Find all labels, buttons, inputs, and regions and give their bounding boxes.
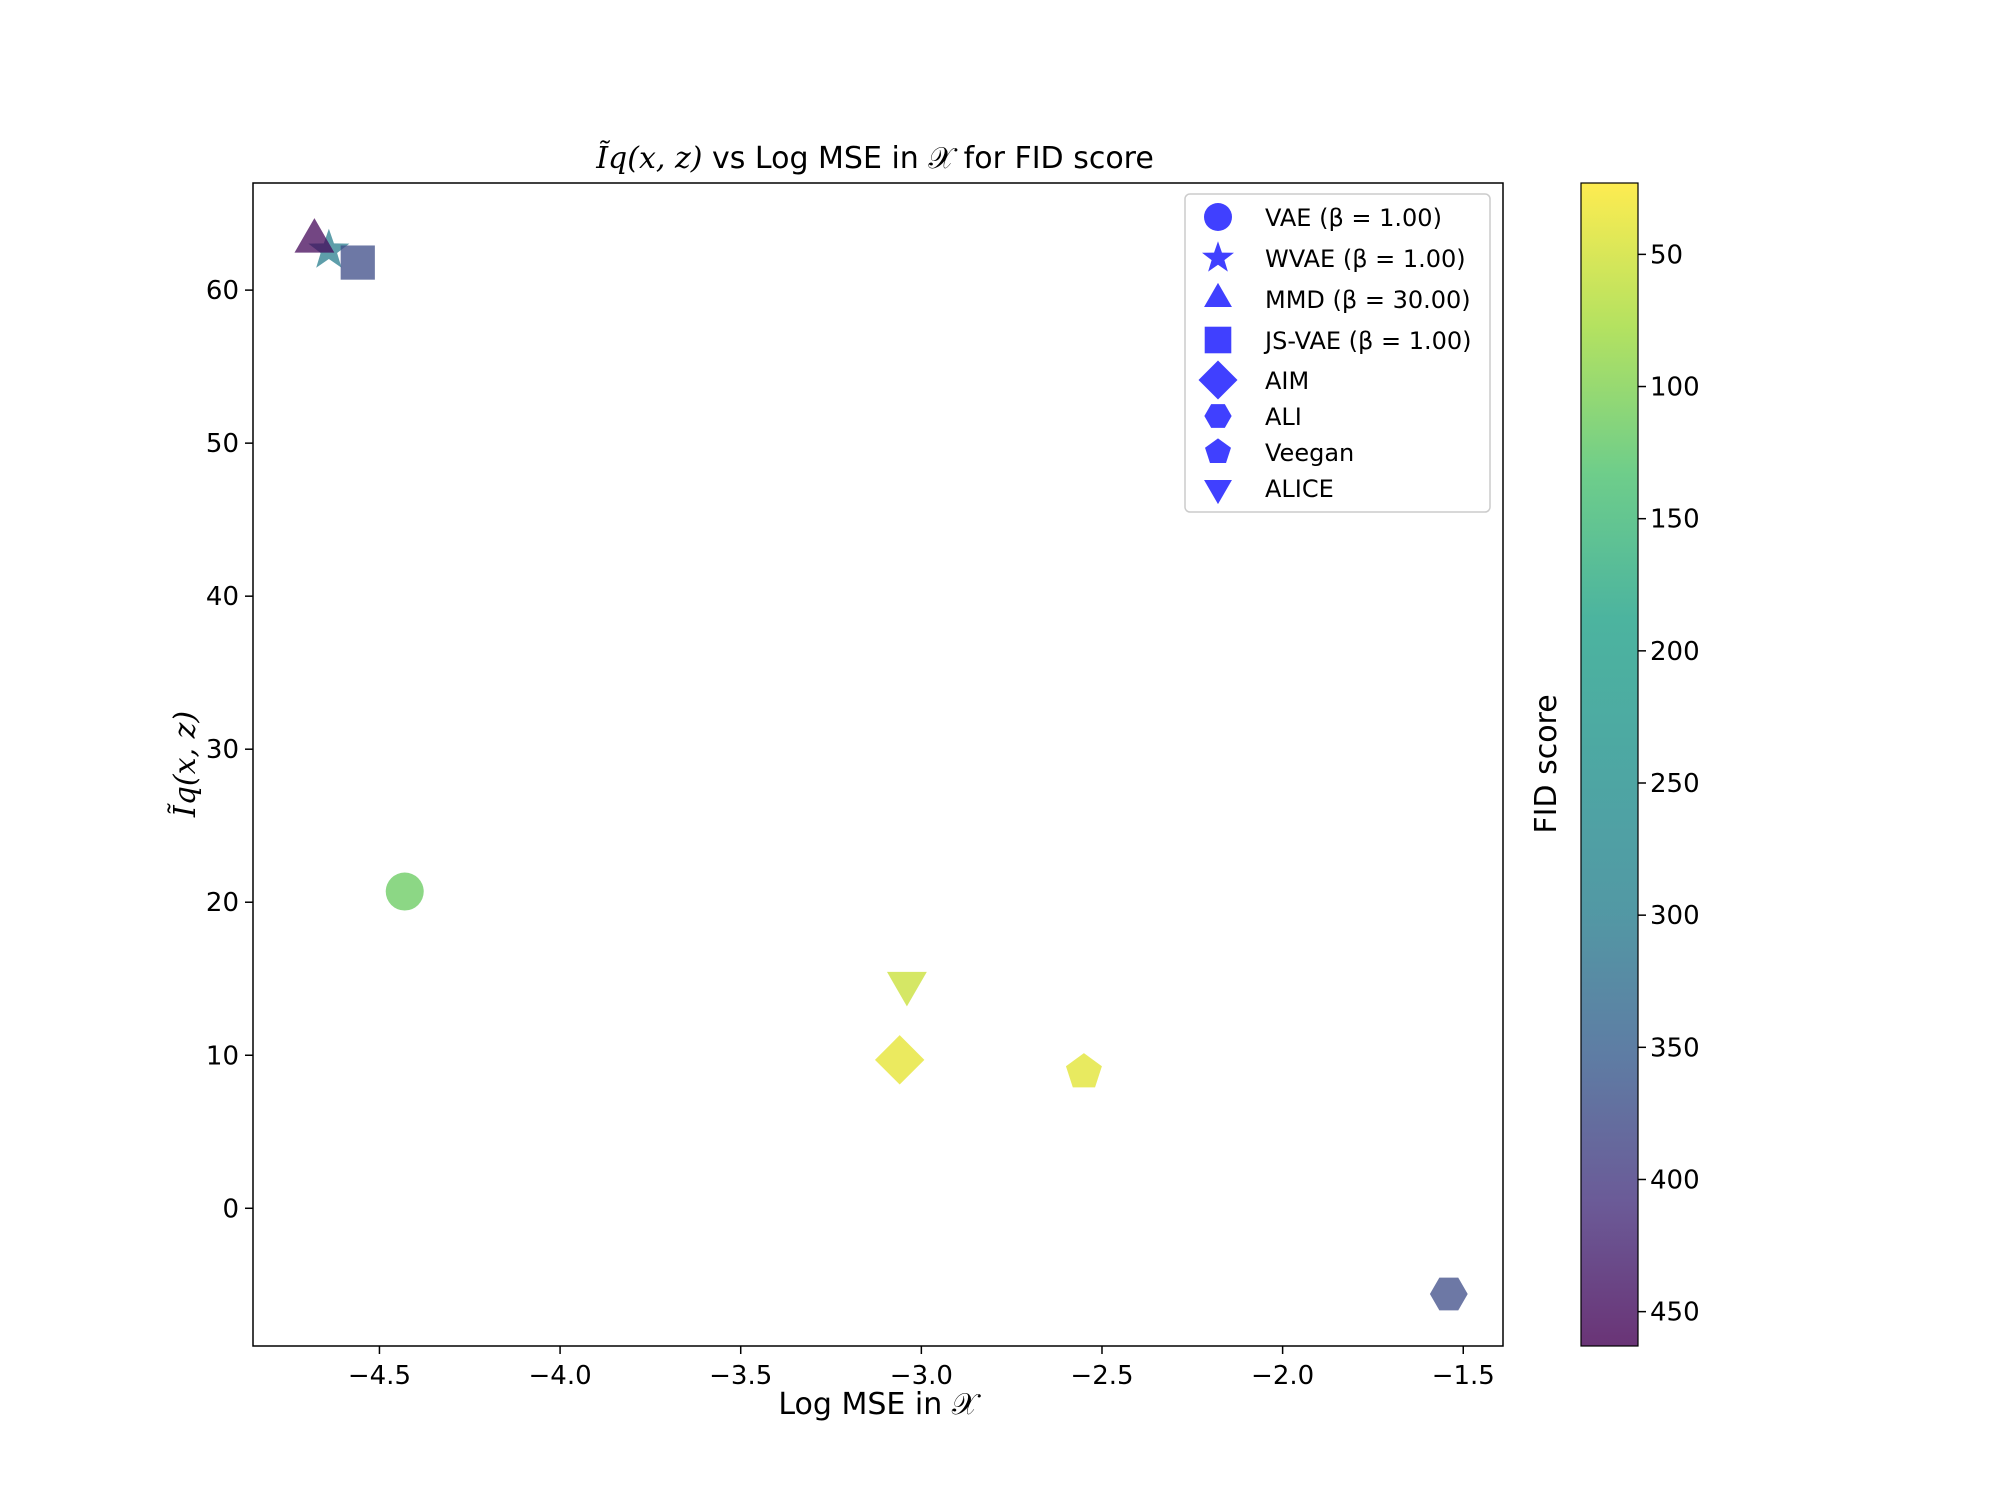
legend-label: ALICE bbox=[1265, 475, 1334, 503]
colorbar-tick-label: 250 bbox=[1650, 769, 1700, 799]
legend-label: WVAE (β = 1.00) bbox=[1265, 245, 1466, 273]
x-axis-label: Log MSE in 𝒳 bbox=[778, 1387, 981, 1422]
legend-box bbox=[1184, 193, 1491, 513]
y-tick-label: 40 bbox=[206, 582, 239, 612]
data-point bbox=[1429, 1277, 1468, 1311]
colorbar-tick-label: 300 bbox=[1650, 901, 1700, 931]
legend-marker bbox=[1204, 326, 1232, 354]
colorbar-tick-label: 200 bbox=[1650, 637, 1700, 667]
legend-marker bbox=[1204, 282, 1232, 308]
legend-marker bbox=[1204, 203, 1232, 231]
data-point bbox=[886, 971, 927, 1007]
legend-label: VAE (β = 1.00) bbox=[1265, 204, 1442, 232]
chart-title-text: vs Log MSE in 𝒳 for FID score bbox=[702, 141, 1153, 176]
legend-label: MMD (β = 30.00) bbox=[1265, 286, 1471, 314]
y-tick-label: 20 bbox=[206, 888, 239, 918]
colorbar-tick-label: 350 bbox=[1650, 1033, 1700, 1063]
legend-label: AIM bbox=[1265, 367, 1309, 395]
x-tick-label: −2.5 bbox=[1070, 1361, 1133, 1391]
colorbar: 50 100 150 200 250 300 350 400 450 FID score bbox=[1529, 182, 1700, 1347]
y-tick-label: 10 bbox=[206, 1041, 239, 1071]
chart-title-math: Ĩq(x, z) bbox=[595, 140, 702, 176]
data-point bbox=[340, 245, 375, 280]
legend-label: Veegan bbox=[1265, 439, 1354, 467]
legend-label: JS-VAE (β = 1.00) bbox=[1263, 327, 1472, 355]
y-axis-label: Ĩq(x, z) bbox=[167, 711, 203, 818]
colorbar-label: FID score bbox=[1529, 694, 1564, 833]
data-point bbox=[294, 218, 335, 253]
chart-title: Ĩq(x, z) vs Log MSE in 𝒳 for FID score bbox=[595, 140, 1154, 176]
y-tick-label: 30 bbox=[206, 735, 239, 765]
x-axis: −4.5 −4.0 −3.5 −3.0 −2.5 −2.0 −1.5 bbox=[348, 1346, 1495, 1391]
y-tick-label: 60 bbox=[206, 276, 239, 306]
legend-marker bbox=[1204, 404, 1232, 428]
colorbar-tick-label: 400 bbox=[1650, 1165, 1700, 1195]
y-axis: 0 10 20 30 40 50 60 bbox=[206, 276, 253, 1224]
legend-label: ALI bbox=[1265, 403, 1302, 431]
x-tick-label: −3.5 bbox=[709, 1361, 772, 1391]
colorbar-tick-label: 150 bbox=[1650, 505, 1700, 535]
data-point bbox=[385, 872, 424, 911]
legend: VAE (β = 1.00) WVAE (β = 1.00) MMD (β = 30… bbox=[1184, 193, 1491, 513]
y-tick-label: 50 bbox=[206, 429, 239, 459]
colorbar-tick-label: 50 bbox=[1650, 240, 1683, 270]
scatter-points bbox=[294, 218, 1468, 1311]
legend-marker bbox=[1198, 360, 1238, 400]
legend-marker bbox=[1204, 479, 1232, 505]
legend-marker bbox=[1205, 438, 1231, 464]
y-tick-label: 0 bbox=[222, 1194, 239, 1224]
legend-marker bbox=[1202, 241, 1234, 272]
colorbar-gradient bbox=[1580, 182, 1639, 1347]
x-tick-label: −2.0 bbox=[1251, 1361, 1314, 1391]
colorbar-tick-label: 450 bbox=[1650, 1298, 1700, 1328]
x-tick-label: −4.5 bbox=[348, 1361, 411, 1391]
x-tick-label: −1.5 bbox=[1432, 1361, 1495, 1391]
x-tick-label: −3.0 bbox=[890, 1361, 953, 1391]
data-point bbox=[874, 1035, 925, 1085]
x-tick-label: −4.0 bbox=[529, 1361, 592, 1391]
colorbar-tick-label: 100 bbox=[1650, 373, 1700, 403]
data-point bbox=[1065, 1053, 1102, 1088]
